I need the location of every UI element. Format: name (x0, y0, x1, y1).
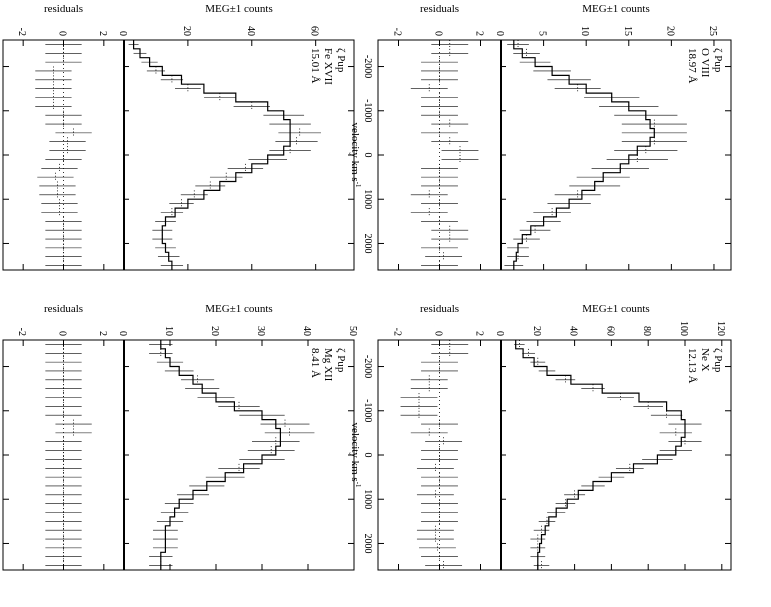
x-tick-label: 0 (362, 153, 373, 158)
y-axis-label: MEG±1 counts (582, 3, 649, 15)
residual-y-tick-label: -2 (392, 328, 403, 336)
x-axis-label-text: velocity km s (349, 422, 361, 481)
residual-y-tick-label: 0 (433, 31, 444, 36)
x-tick-label: -1000 (362, 399, 373, 422)
x-tick-label: 1000 (362, 489, 373, 509)
residual-y-axis-label: residuals (44, 3, 83, 15)
x-tick-label: 2000 (362, 533, 373, 553)
panel-bottom-left: 0 5 10 15 20 25 -2 0 2 -2000 -1000 0 1000 2000 velocit… (349, 3, 732, 271)
x-axis-label-exponent: -1 (354, 482, 362, 488)
y-tick-label: 5 (537, 31, 548, 36)
residual-y-axis-label: residuals (44, 303, 83, 315)
y-tick-label: 20 (531, 326, 542, 336)
y-axis-label: MEG±1 counts (205, 303, 272, 315)
y-tick-label: 80 (641, 326, 652, 336)
residual-y-tick-label: -2 (16, 328, 27, 336)
y-axis-label: MEG±1 counts (582, 303, 649, 315)
line-label: ζ Pup (335, 348, 347, 373)
line-label: ζ Pup (712, 48, 724, 73)
y-tick-label: 20 (664, 26, 675, 36)
y-tick-label: 0 (117, 31, 128, 36)
y-tick-label: 20 (181, 26, 192, 36)
y-tick-label: 0 (494, 31, 505, 36)
x-tick-label: 1000 (362, 189, 373, 209)
x-axis-label: velocity km s-1 (349, 122, 362, 188)
residual-y-tick-label: 2 (97, 331, 108, 336)
line-label: 12.13 Å (686, 348, 698, 384)
residual-y-tick-label: 2 (474, 331, 485, 336)
y-tick-label: 15 (622, 26, 633, 36)
residual-y-tick-label: -2 (392, 28, 403, 36)
y-tick-label: 40 (568, 326, 579, 336)
y-tick-label: 20 (209, 326, 220, 336)
y-tick-label: 10 (579, 26, 590, 36)
line-label: O VIII (699, 48, 711, 78)
line-label: 18.97 Å (686, 48, 698, 84)
y-tick-label: 60 (604, 326, 615, 336)
y-tick-label: 50 (347, 326, 358, 336)
y-axis-label: MEG±1 counts (205, 3, 272, 15)
line-label: ζ Pup (712, 348, 724, 373)
residual-y-axis-label: residuals (420, 303, 459, 315)
line-label: ζ Pup (335, 48, 347, 73)
y-tick-label: 40 (245, 26, 256, 36)
y-tick-label: 0 (117, 331, 128, 336)
y-tick-label: 10 (163, 326, 174, 336)
residual-y-axis-label: residuals (420, 3, 459, 15)
y-tick-label: 30 (255, 326, 266, 336)
x-tick-label: -2000 (362, 55, 373, 78)
y-tick-label: 120 (715, 321, 726, 336)
x-axis-label: velocity km s-1 (349, 422, 362, 488)
line-label: 15.01 Å (309, 48, 321, 84)
x-tick-label: -1000 (362, 99, 373, 122)
residual-y-tick-label: 2 (97, 31, 108, 36)
residual-y-tick-label: 0 (57, 31, 68, 36)
residual-y-tick-label: 2 (474, 31, 485, 36)
line-label: Ne X (699, 348, 711, 372)
x-axis-label-exponent: -1 (354, 182, 362, 188)
panel-top-right: 01020304050-202-2000-1000010002000veloci… (2, 303, 358, 571)
x-tick-label: 0 (362, 453, 373, 458)
line-label: Fe XVII (322, 48, 334, 85)
rotated-canvas: 0 5 10 15 20 25-2 0 2-2000-1000010002000velocit… (2, 3, 732, 571)
x-axis-label-text: velocity km s (349, 122, 361, 181)
residual-y-tick-label: 0 (433, 331, 444, 336)
residual-y-tick-label: 0 (57, 331, 68, 336)
line-label: 8.41 Å (309, 348, 321, 378)
y-tick-label: 40 (301, 326, 312, 336)
residual-y-tick-label: -2 (16, 28, 27, 36)
y-tick-label: 60 (309, 26, 320, 36)
model-histogram-line (515, 340, 686, 570)
y-tick-label: 100 (678, 321, 689, 336)
y-tick-label: 0 (494, 331, 505, 336)
x-tick-label: -2000 (362, 355, 373, 378)
x-tick-label: 2000 (362, 233, 373, 253)
y-tick-label: 25 (707, 26, 718, 36)
line-label: Mg XII (322, 348, 334, 382)
panel-top-left: 0 20 40 60 80 100 120 -2 0 2 -2000 -1000 0 1000 2000 ve… (349, 303, 732, 571)
